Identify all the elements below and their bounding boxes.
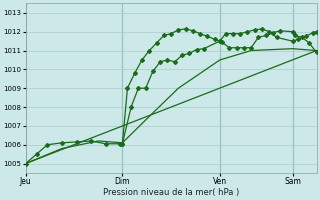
X-axis label: Pression niveau de la mer( hPa ): Pression niveau de la mer( hPa ) [103,188,239,197]
